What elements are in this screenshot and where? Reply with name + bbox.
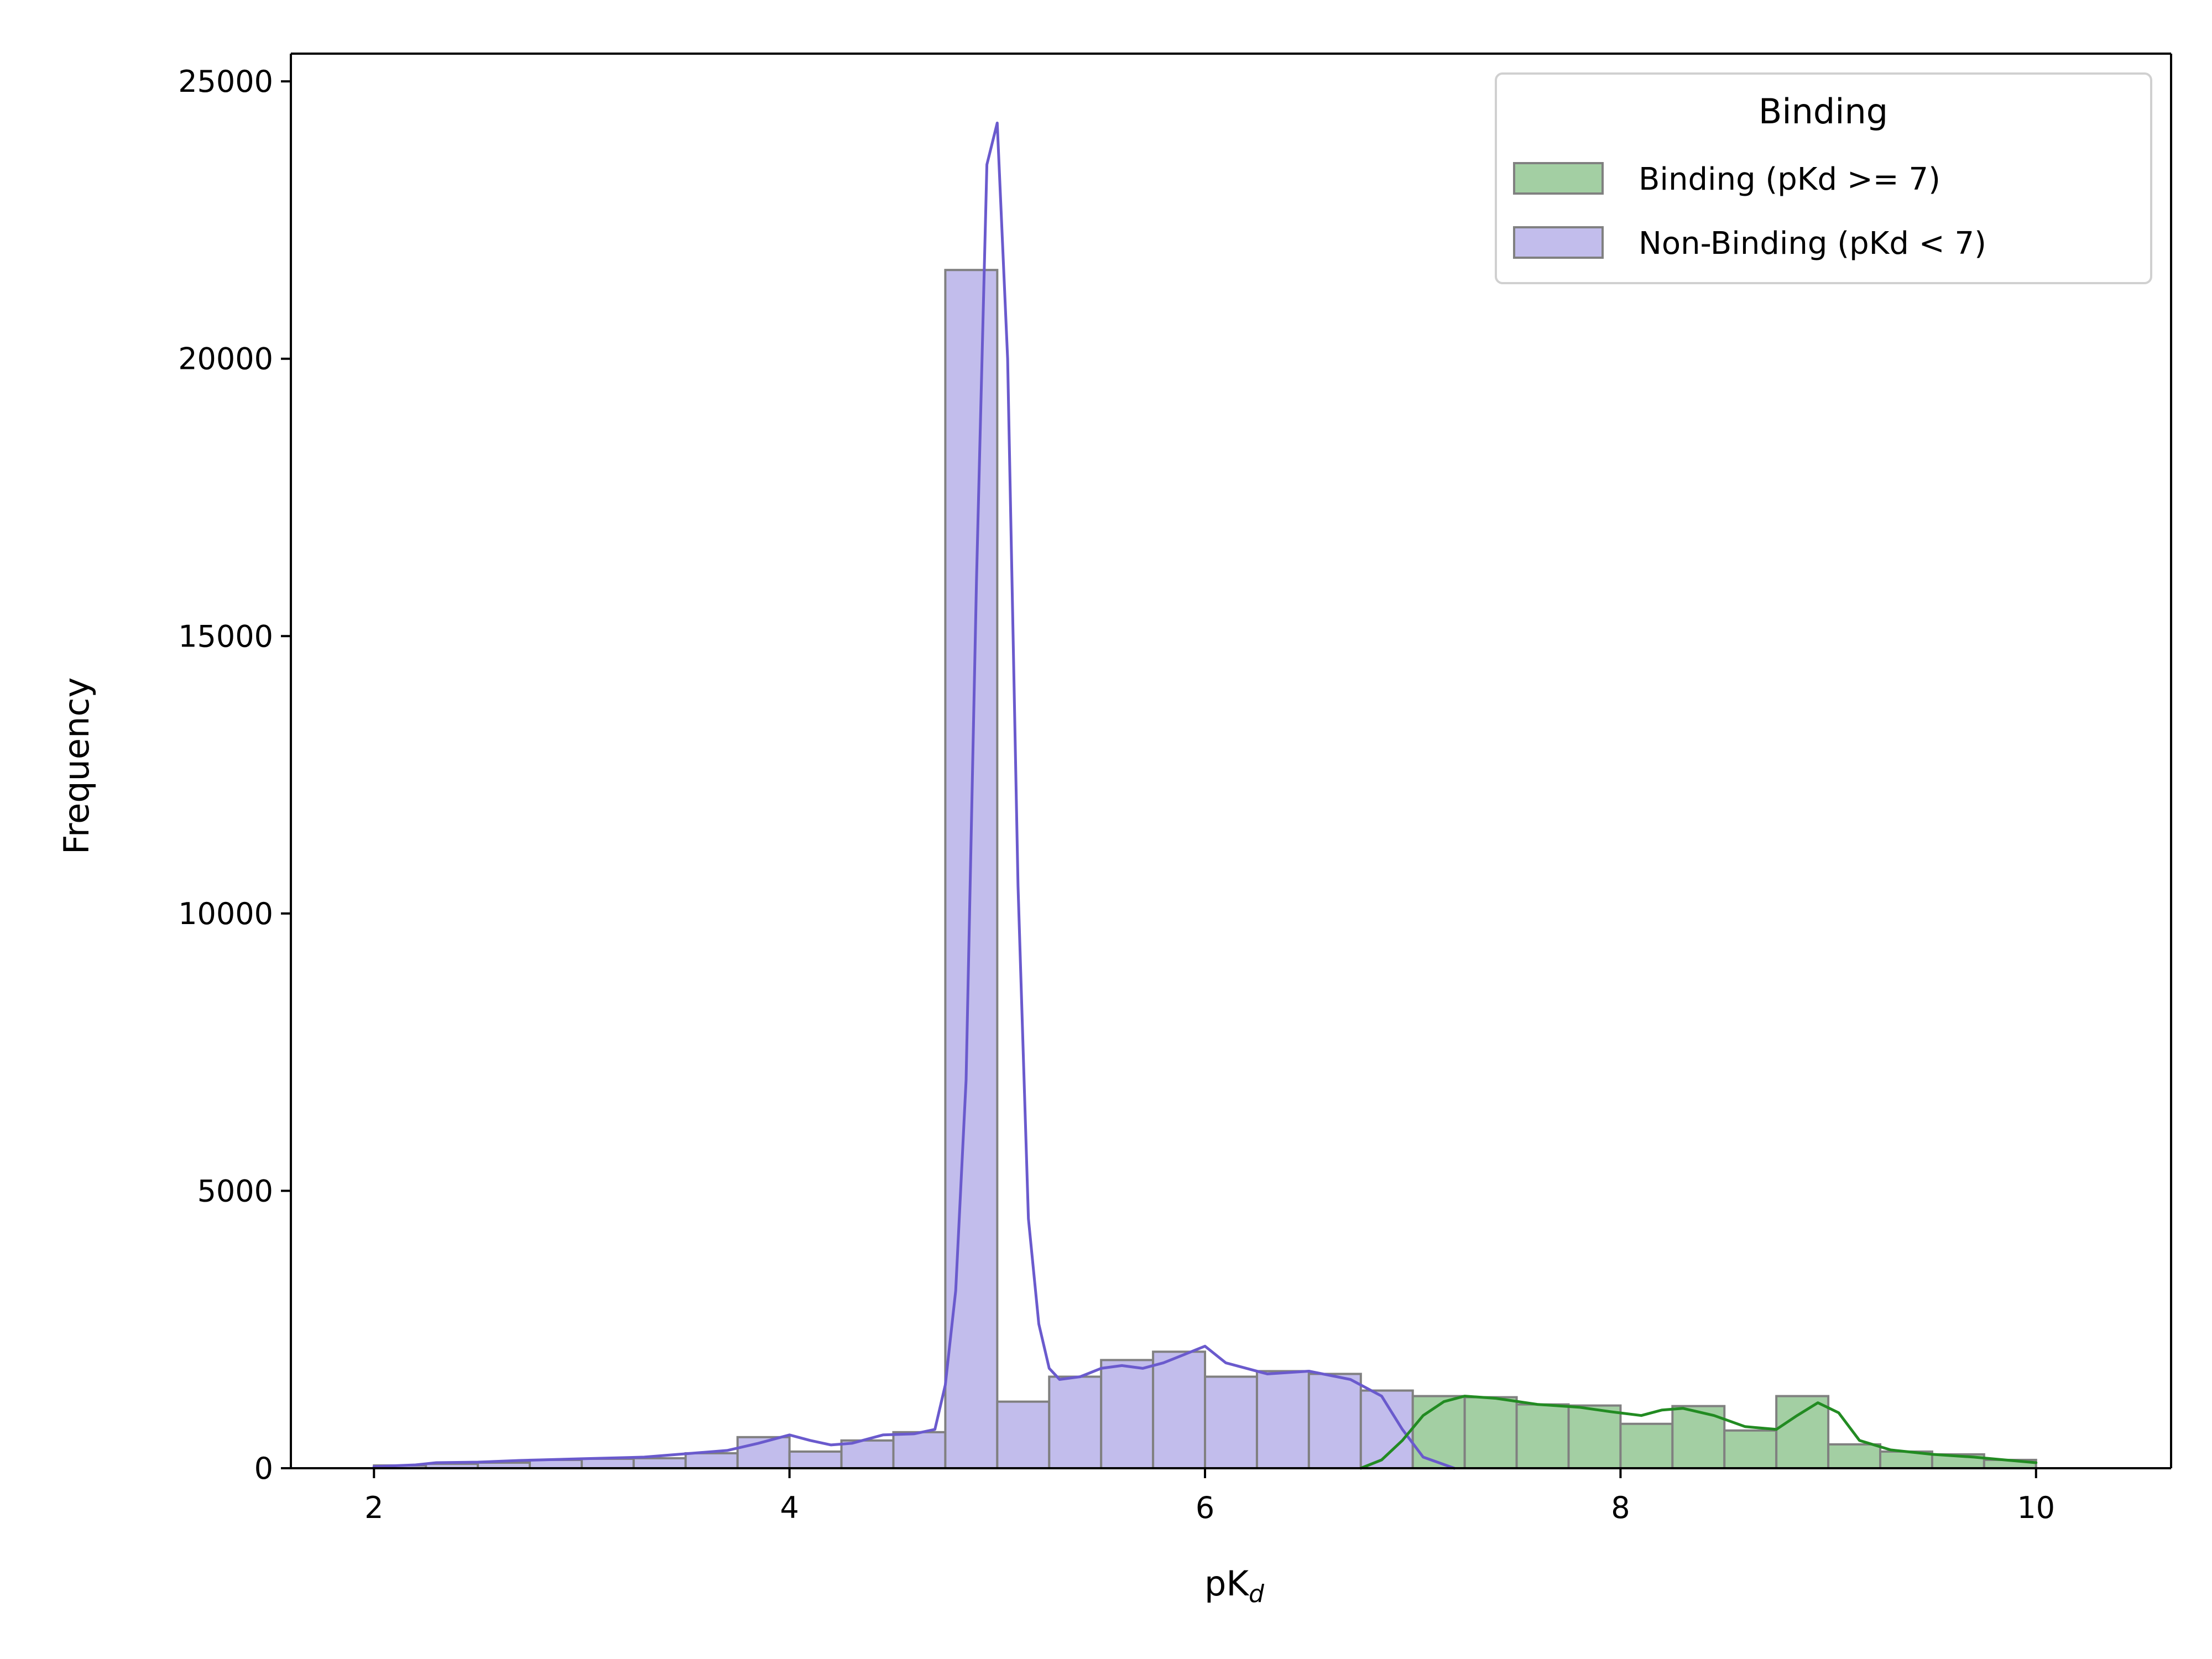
x-tick-label: 6 — [1196, 1490, 1214, 1525]
legend-label-binding: Binding (pKd >= 7) — [1639, 161, 1940, 197]
histogram-bar — [1567, 1404, 1622, 1470]
histogram-bar — [1100, 1359, 1155, 1469]
histogram-bar — [632, 1457, 687, 1470]
x-tick-label: 4 — [780, 1490, 799, 1525]
legend-label-non-binding: Non-Binding (pKd < 7) — [1639, 226, 1986, 262]
y-tick-label: 25000 — [178, 64, 273, 99]
histogram-bar — [1515, 1403, 1570, 1469]
histogram-bar — [1775, 1395, 1830, 1469]
legend-swatch-non-binding — [1513, 226, 1604, 259]
histogram-bar — [892, 1431, 947, 1470]
histogram-bar — [1255, 1370, 1310, 1469]
histogram-bar — [1152, 1350, 1207, 1469]
x-tick-label: 10 — [2017, 1490, 2055, 1525]
axes-layer: 2 4 6 8 10 0 5000 10000 15000 20000 25000 — [178, 53, 2172, 1525]
histogram-bar — [1411, 1395, 1466, 1469]
y-tick-label: 20000 — [178, 342, 273, 377]
histogram-bar — [1048, 1375, 1103, 1470]
histogram-bar — [1827, 1443, 1882, 1469]
y-axis-label: Frequency — [56, 677, 97, 854]
histogram-bar — [1723, 1429, 1778, 1469]
histogram-bar — [1204, 1375, 1258, 1470]
histogram-bar — [684, 1452, 739, 1469]
histogram-bar — [580, 1457, 635, 1470]
kde-line — [372, 121, 1456, 1470]
histogram-bar — [788, 1450, 843, 1469]
legend-swatch-binding — [1513, 162, 1604, 195]
kde-line — [1359, 1395, 2038, 1470]
histogram-bar — [1463, 1396, 1518, 1469]
x-axis-label: pKd — [1204, 1563, 1265, 1608]
y-tick-label: 10000 — [178, 896, 273, 931]
histogram-bar — [1619, 1422, 1674, 1469]
legend-title: Binding — [1759, 91, 1888, 132]
y-tick-label: 15000 — [178, 619, 273, 654]
legend: Binding Binding (pKd >= 7) Non-Binding (… — [1495, 72, 2152, 284]
x-tick-label: 2 — [364, 1490, 383, 1525]
y-tick-label: 0 — [254, 1451, 273, 1486]
histogram-bar — [1307, 1373, 1362, 1469]
x-tick-label: 8 — [1611, 1490, 1630, 1525]
labels-layer: pKd Frequency — [56, 677, 1265, 1608]
histogram-bar — [996, 1400, 1051, 1470]
kde-layer — [372, 121, 2038, 1470]
y-tick-label: 5000 — [197, 1173, 273, 1208]
legend-frame — [1495, 72, 2152, 284]
